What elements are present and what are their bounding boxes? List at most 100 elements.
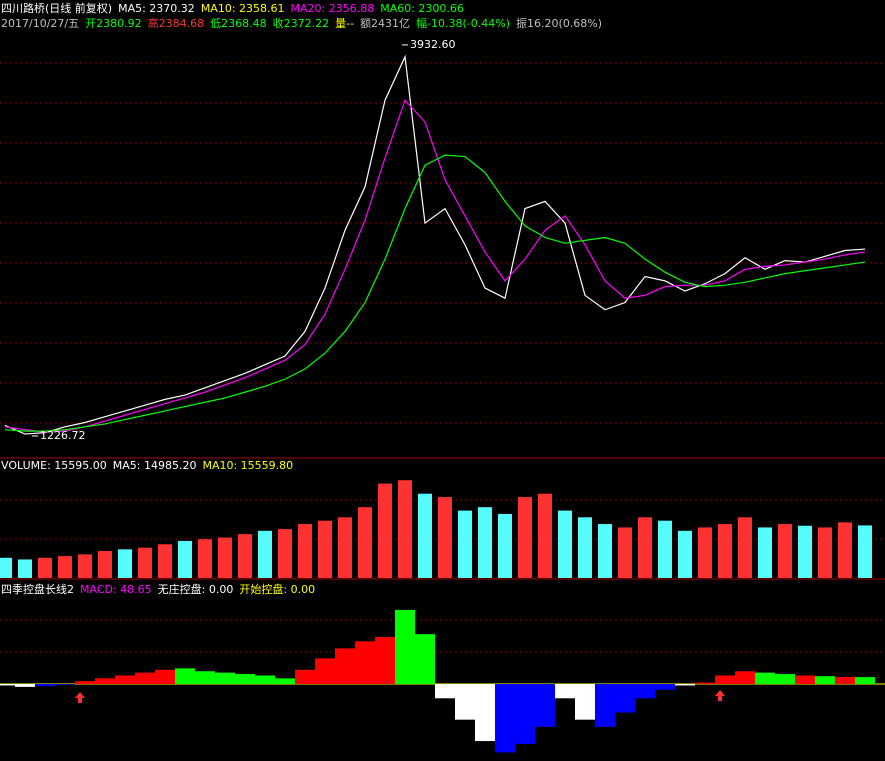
bar [138,547,152,578]
bar [618,527,632,578]
bar [755,672,775,685]
bar [55,684,75,685]
annotation: 3932.60 [410,38,456,51]
bar [498,513,512,578]
bar [718,524,732,578]
bar [698,527,712,578]
bar [858,525,872,578]
bar [18,559,32,578]
bar [675,684,695,686]
header-item: MA60: 2300.66 [380,2,464,15]
bar [835,676,855,685]
bar [435,684,455,699]
bar [215,672,235,685]
bar [635,684,655,699]
bar [575,684,595,720]
header-item: MA10: 2358.61 [201,2,285,15]
price-line [4,54,866,435]
bar [195,671,215,685]
bar [295,669,315,685]
bar [58,556,72,578]
bar [35,684,55,687]
bar [455,684,475,720]
bar [355,641,375,685]
bar [38,557,52,578]
bar [395,609,415,685]
bar [235,674,255,685]
signal-arrow [715,690,725,701]
bar [118,549,132,578]
annotation: 1226.72 [40,429,86,442]
bar [78,554,92,578]
price-line [4,154,866,432]
bar [338,517,352,578]
bar [218,537,232,578]
bar [715,675,735,685]
bar [398,480,412,578]
header-item: 开始控盘: 0.00 [239,582,315,596]
header-item: 四川路桥(日线 前复权) [1,1,112,15]
bar [478,507,492,578]
bar [115,675,135,685]
bar [678,530,692,578]
header-item: MA20: 2356.88 [291,2,375,15]
bar [495,684,515,753]
bar [98,551,112,578]
bar [855,677,875,685]
bar [615,684,635,713]
header-item: 开2380.92 [85,17,142,30]
bar [175,668,195,685]
bar [15,684,35,687]
bar [95,678,115,685]
bar [555,684,575,699]
header-line: 四川路桥(日线 前复权) MA5: 2370.32 MA10: 2358.61 MA2… [1,1,464,15]
signal-arrow [75,692,85,703]
header-item: 振16.20(0.68%) [516,16,602,30]
header-item: MA5: 2370.32 [118,2,195,15]
bar [758,527,772,578]
bar [695,682,715,685]
bar [535,684,555,727]
bar [255,675,275,685]
bar [595,684,615,727]
header-line: 2017/10/27/五 开2380.92 高2384.68 低2368.48 收237… [1,16,602,30]
bar [518,497,532,578]
bar [0,557,12,578]
bar [538,493,552,578]
bar [155,669,175,685]
bar [0,684,15,686]
bar [795,675,815,685]
bar [735,671,755,685]
bar [375,637,395,685]
bar [458,510,472,578]
bar [638,517,652,578]
bar [135,672,155,685]
bar [238,534,252,578]
header-item: 低2368.48 [210,17,267,30]
bar [258,530,272,578]
bar [475,684,495,742]
bar [578,517,592,578]
header-item: 收2372.22 [273,16,330,30]
bar [655,684,675,690]
header-item: 幅-10.38(-0.44%) [416,17,510,30]
header-item: MACD: 48.65 [80,583,152,596]
bar [198,539,212,578]
bar [358,507,372,578]
bar [515,684,535,744]
header-item: VOLUME: 15595.00 [1,459,107,472]
header-item: 四季控盘长线2 [1,582,74,596]
header-item: 2017/10/27/五 [1,17,79,30]
bar [798,525,812,578]
bar [158,544,172,578]
header-item: 无庄控盘: 0.00 [158,582,234,596]
bar [75,681,95,685]
header-line: 四季控盘长线2 MACD: 48.65 无庄控盘: 0.00 开始控盘: 0.00 [1,582,315,596]
header-item: MA5: 14985.20 [113,459,197,472]
bar [658,520,672,578]
bar [558,510,572,578]
header-item: 量-- [335,17,354,30]
